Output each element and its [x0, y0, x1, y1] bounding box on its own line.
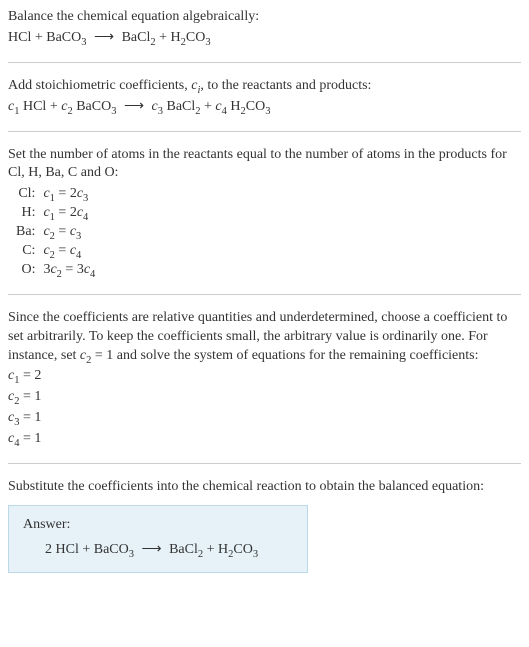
- atom-row: H:c1 = 2c4: [12, 204, 99, 223]
- text-a: Add stoichiometric coefficients,: [8, 78, 191, 93]
- reactant-2-sub: 3: [81, 37, 86, 48]
- section-stoichiometric: Add stoichiometric coefficients, ci, to …: [8, 77, 521, 117]
- ans-plus2: +: [203, 542, 218, 557]
- instruction-text: Balance the chemical equation algebraica…: [8, 8, 521, 27]
- atoms-intro: Set the number of atoms in the reactants…: [8, 146, 521, 184]
- ans-plus1: +: [79, 542, 94, 557]
- divider-2: [8, 131, 521, 132]
- atom-label: C:: [12, 242, 39, 261]
- arrow-icon-3: ⟶: [142, 541, 162, 560]
- ans-co: CO: [233, 542, 252, 557]
- cos: 3: [265, 105, 270, 116]
- coeff-equation: c1 HCl + c2 BaCO3 ⟶ c3 BaCl2 + c4 H2CO3: [8, 98, 521, 117]
- balanced-equation: 2 HCl + BaCO3 ⟶ BaCl2 + H2CO3: [23, 541, 293, 560]
- divider-3: [8, 294, 521, 295]
- answer-label: Answer:: [23, 516, 293, 535]
- atom-equation: c1 = 2c3: [39, 185, 99, 204]
- solve-text-b: = 1 and solve the system of equations fo…: [91, 348, 478, 363]
- ans-bacl: BaCl: [169, 542, 198, 557]
- answer-box: Answer: 2 HCl + BaCO3 ⟶ BaCl2 + H2CO3: [8, 505, 308, 573]
- reactant-2-base: BaCO: [46, 30, 81, 45]
- atom-label: Ba:: [12, 223, 39, 242]
- atom-row: O:3c2 = 3c4: [12, 261, 99, 280]
- atom-equation: c2 = c4: [39, 242, 99, 261]
- ans-bacos: 3: [129, 549, 134, 560]
- product-2b: CO: [186, 30, 205, 45]
- text-b: , to the reactants and products:: [200, 78, 371, 93]
- plus2: +: [201, 99, 216, 114]
- ans-h2: H: [218, 542, 228, 557]
- product-2a: H: [171, 30, 181, 45]
- product-1-base: BaCl: [122, 30, 151, 45]
- atom-row: Cl:c1 = 2c3: [12, 185, 99, 204]
- unbalanced-equation: HCl + BaCO3 ⟶ BaCl2 + H2CO3: [8, 29, 521, 48]
- atom-label: Cl:: [12, 185, 39, 204]
- coefficient-results: c1 = 2 c2 = 1 c3 = 1 c4 = 1: [8, 367, 521, 449]
- product-2b-sub: 3: [205, 37, 210, 48]
- result-line: c1 = 2: [8, 367, 521, 386]
- atom-row: Ba:c2 = c3: [12, 223, 99, 242]
- section-atoms: Set the number of atoms in the reactants…: [8, 146, 521, 280]
- h2: H: [230, 99, 240, 114]
- baco: BaCO: [76, 99, 111, 114]
- plus1: +: [46, 99, 61, 114]
- stoich-instruction: Add stoichiometric coefficients, ci, to …: [8, 77, 521, 96]
- atom-equation: c1 = 2c4: [39, 204, 99, 223]
- ans-baco: BaCO: [94, 542, 129, 557]
- reactant-1: HCl: [8, 30, 31, 45]
- atom-row: C:c2 = c4: [12, 242, 99, 261]
- atom-equations-table: Cl:c1 = 2c3H:c1 = 2c4Ba:c2 = c3C:c2 = c4…: [12, 185, 99, 279]
- divider-4: [8, 463, 521, 464]
- plus: +: [31, 30, 46, 45]
- plus-2: +: [156, 30, 171, 45]
- arrow-icon-2: ⟶: [124, 98, 144, 117]
- solve-text: Since the coefficients are relative quan…: [8, 309, 521, 366]
- coef-1: 2: [45, 542, 56, 557]
- ans-hcl: HCl: [56, 542, 79, 557]
- result-line: c3 = 1: [8, 409, 521, 428]
- atom-equation: 3c2 = 3c4: [39, 261, 99, 280]
- result-line: c4 = 1: [8, 430, 521, 449]
- atom-label: H:: [12, 204, 39, 223]
- bacl: BaCl: [166, 99, 195, 114]
- substitute-text: Substitute the coefficients into the che…: [8, 478, 521, 497]
- atom-label: O:: [12, 261, 39, 280]
- arrow-icon: ⟶: [94, 29, 114, 48]
- atom-equation: c2 = c3: [39, 223, 99, 242]
- section-substitute: Substitute the coefficients into the che…: [8, 478, 521, 497]
- section-solve: Since the coefficients are relative quan…: [8, 309, 521, 449]
- result-line: c2 = 1: [8, 388, 521, 407]
- bacos: 3: [111, 105, 116, 116]
- co: CO: [246, 99, 265, 114]
- c2s: 2: [67, 105, 72, 116]
- section-balance-intro: Balance the chemical equation algebraica…: [8, 8, 521, 48]
- ans-cos: 3: [253, 549, 258, 560]
- hcl: HCl: [23, 99, 46, 114]
- divider: [8, 62, 521, 63]
